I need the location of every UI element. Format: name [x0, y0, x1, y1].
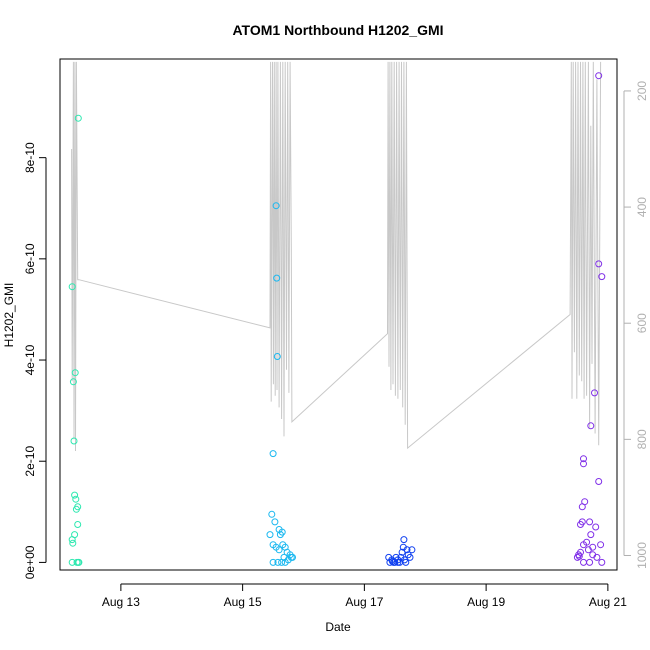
data-point-0-8 [72, 505, 80, 513]
data-point-3-0 [595, 72, 603, 80]
data-point-3-11 [586, 518, 594, 526]
data-point-1-14 [275, 546, 283, 554]
data-point-3-19 [584, 546, 592, 554]
data-point-1-1 [273, 274, 281, 282]
data-point-3-5 [580, 455, 587, 463]
data-point-1-4 [268, 510, 276, 518]
data-point-3-28 [580, 558, 587, 566]
data-point-3-16 [580, 541, 587, 549]
data-point-3-14 [587, 531, 595, 539]
x-tick-label-0: Aug 13 [102, 595, 140, 609]
y2-tick-label-1: 400 [635, 197, 649, 217]
data-point-3-2 [598, 273, 606, 281]
x-axis-label: Date [325, 620, 351, 634]
data-point-0-4 [70, 437, 78, 445]
data-point-3-9 [581, 498, 589, 506]
y-tick-label-3: 6e-10 [23, 243, 37, 274]
data-point-3-4 [587, 422, 595, 430]
data-point-1-9 [276, 531, 284, 539]
data-point-0-16 [75, 558, 83, 566]
y-tick-label-0: 0e+00 [23, 545, 37, 579]
data-point-3-7 [595, 478, 603, 485]
x-tick-label-2: Aug 17 [345, 595, 383, 609]
y-tick-label-1: 2e-10 [23, 446, 37, 477]
data-point-0-12 [69, 539, 77, 547]
data-point-1-22 [274, 558, 282, 566]
data-point-2-19 [401, 556, 408, 564]
data-point-3-3 [591, 389, 598, 397]
data-point-1-21 [269, 558, 277, 566]
data-point-1-20 [289, 553, 296, 561]
scatter-points-layer [68, 72, 606, 566]
data-point-3-27 [586, 558, 594, 566]
data-point-2-18 [388, 557, 396, 565]
data-point-0-6 [72, 495, 80, 503]
data-point-3-23 [575, 552, 583, 560]
data-point-3-12 [577, 521, 584, 528]
y2-tick-label-3: 800 [635, 429, 649, 449]
x-axis: Aug 13 Aug 15 Aug 17 Aug 19 Aug 21 [102, 583, 627, 609]
y-axis: 0e+00 2e-10 4e-10 6e-10 8e-10 [23, 142, 47, 579]
data-point-1-24 [281, 558, 289, 566]
data-point-3-13 [592, 523, 600, 531]
data-point-1-5 [271, 518, 279, 526]
x-tick-label-3: Aug 19 [467, 595, 505, 609]
data-point-0-3 [69, 378, 77, 386]
data-point-0-11 [68, 536, 76, 544]
data-point-2-15 [399, 543, 407, 551]
data-point-0-0 [68, 283, 76, 291]
data-point-0-5 [71, 491, 79, 499]
depth-line-0 [71, 61, 602, 452]
data-point-1-23 [278, 558, 286, 566]
x-tick-label-4: Aug 21 [589, 595, 627, 609]
data-point-1-8 [266, 531, 274, 539]
data-point-3-6 [580, 460, 587, 468]
data-point-1-2 [273, 353, 281, 360]
plot-frame [59, 58, 618, 571]
data-point-1-0 [272, 202, 280, 210]
data-point-0-2 [71, 369, 79, 377]
x-tick-label-1: Aug 15 [224, 595, 262, 609]
depth-line-layer [71, 61, 602, 452]
data-point-3-25 [593, 553, 601, 561]
y2-tick-label-0: 200 [635, 81, 649, 101]
data-point-2-16 [408, 546, 416, 554]
data-point-0-9 [74, 521, 82, 528]
y-tick-label-2: 4e-10 [23, 344, 37, 375]
data-point-3-1 [595, 260, 603, 268]
chart-title: ATOM1 Northbound H1202_GMI [232, 22, 443, 38]
data-point-2-6 [400, 536, 408, 544]
data-point-1-3 [269, 450, 277, 458]
data-point-2-9 [406, 553, 414, 561]
y-axis-label: H1202_GMI [2, 283, 16, 348]
y-tick-label-4: 8e-10 [23, 142, 37, 173]
y2-tick-label-2: 600 [635, 313, 649, 333]
data-point-3-26 [598, 558, 606, 566]
y2-axis: 200 400 600 800 1000 [623, 81, 649, 569]
data-point-0-1 [74, 114, 82, 122]
data-point-3-17 [597, 541, 605, 549]
y2-tick-label-4: 1000 [635, 542, 649, 569]
